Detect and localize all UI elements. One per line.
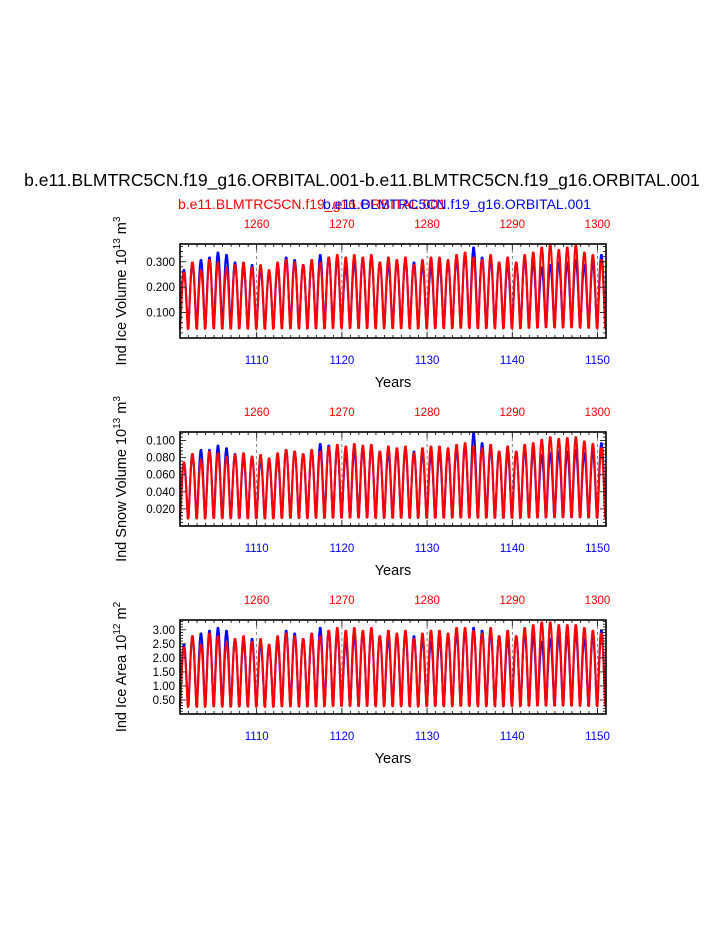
y-axis-label-unit: m (114, 222, 130, 238)
y-tick-label: 0.100 (146, 308, 175, 320)
y-tick-label: 0.040 (146, 487, 175, 499)
x-axis-label: Years (375, 375, 412, 391)
y-axis-label-unit-exp: 3 (112, 216, 123, 222)
series-line-red (178, 436, 607, 520)
bottom-tick-label-1140: 1140 (500, 355, 525, 367)
y-axis-label-exp: 13 (112, 238, 123, 250)
panel-3: 1110 1120 1130 1140 1150 1260 1270 1280 1290 1300… (112, 595, 610, 767)
bottom-tick-label-1110: 1110 (245, 731, 269, 743)
y-axis-label-main: Ind Ice Volume 10 (114, 249, 130, 365)
y-axis-label: Ind Ice Volume 1013 m3 (112, 216, 130, 365)
bottom-tick-label-1110: 1110 (245, 543, 269, 555)
y-tick-label: 0.100 (146, 436, 175, 448)
y-tick-label: 0.200 (146, 282, 175, 294)
top-tick-label-1290: 1290 (499, 219, 525, 231)
y-axis-label-main: Ind Snow Volume 10 (114, 429, 130, 562)
figure-title-text: b.e11.BLMTRC5CN.f19_g16.ORBITAL.001-b.e1… (24, 170, 700, 190)
bottom-tick-label-1120: 1120 (330, 543, 355, 555)
bottom-tick-label-1120: 1120 (330, 731, 355, 743)
bottom-tick-label-1150: 1150 (585, 731, 610, 743)
top-tick-label-1280: 1280 (414, 219, 440, 231)
x-axis-label: Years (375, 751, 412, 767)
top-tick-label-1260: 1260 (244, 219, 270, 231)
y-tick-label: 3.00 (153, 625, 175, 637)
y-tick-label: 1.50 (153, 667, 175, 679)
bottom-tick-label-1110: 1110 (245, 355, 269, 367)
series-line-red (178, 243, 607, 331)
y-tick-label: 0.060 (146, 470, 175, 482)
subtitle-red: b.e11.BLMTRC5CN.f19_g16.ORBITAL.001 (178, 196, 446, 212)
y-tick-label: 0.50 (153, 695, 175, 707)
bottom-tick-label-1150: 1150 (585, 543, 610, 555)
panel-1: 1110 1120 1130 1140 1150 1260 1270 1280 1290 1300… (112, 216, 610, 391)
figure-title: b.e11.BLMTRC5CN.f19_g16.ORBITAL.001-b.e1… (0, 168, 723, 192)
top-tick-label-1290: 1290 (499, 407, 525, 419)
x-axis-label: Years (375, 563, 412, 579)
bottom-tick-label-1130: 1130 (415, 355, 440, 367)
top-tick-label-1280: 1280 (414, 407, 440, 419)
top-tick-label-1270: 1270 (329, 595, 355, 607)
bottom-tick-label-1140: 1140 (500, 543, 525, 555)
panel-2: 1110 1120 1130 1140 1150 1260 1270 1280 1290 1300… (112, 396, 610, 579)
top-tick-label-1260: 1260 (244, 595, 270, 607)
top-tick-label-1280: 1280 (414, 595, 440, 607)
y-axis-label-main: Ind Ice Area 10 (114, 635, 130, 733)
top-tick-label-1270: 1270 (329, 407, 355, 419)
y-axis-label-exp: 13 (112, 417, 123, 429)
top-tick-label-1290: 1290 (499, 595, 525, 607)
y-tick-label: 2.00 (153, 653, 175, 665)
y-axis-label-unit-exp: 2 (112, 601, 123, 607)
y-tick-label: 0.020 (146, 504, 175, 516)
top-tick-label-1300: 1300 (585, 407, 611, 419)
bottom-tick-label-1130: 1130 (415, 731, 440, 743)
y-axis-label-unit: m (114, 607, 130, 623)
y-axis-label-exp: 12 (112, 623, 123, 635)
top-tick-label-1260: 1260 (244, 407, 270, 419)
y-tick-label: 2.50 (153, 639, 175, 651)
y-axis-label-unit: m (114, 402, 130, 418)
y-axis-label-unit-exp: 3 (112, 396, 123, 402)
bottom-tick-label-1130: 1130 (415, 543, 440, 555)
bottom-tick-label-1120: 1120 (330, 355, 355, 367)
bottom-tick-label-1150: 1150 (585, 355, 610, 367)
bottom-tick-label-1140: 1140 (500, 731, 525, 743)
y-tick-label: 0.080 (146, 453, 175, 465)
top-tick-label-1300: 1300 (585, 595, 611, 607)
y-tick-label: 1.00 (153, 681, 175, 693)
y-tick-label: 0.300 (146, 257, 175, 269)
top-tick-label-1270: 1270 (329, 219, 355, 231)
top-tick-label-1300: 1300 (585, 219, 611, 231)
y-axis-label: Ind Ice Area 1012 m2 (112, 601, 130, 732)
subtitle-blue: b.e11.BLMTRC5CN.f19_g16.ORBITAL.001 (323, 196, 591, 212)
y-axis-label: Ind Snow Volume 1013 m3 (112, 396, 130, 562)
series-line-red (178, 621, 607, 709)
